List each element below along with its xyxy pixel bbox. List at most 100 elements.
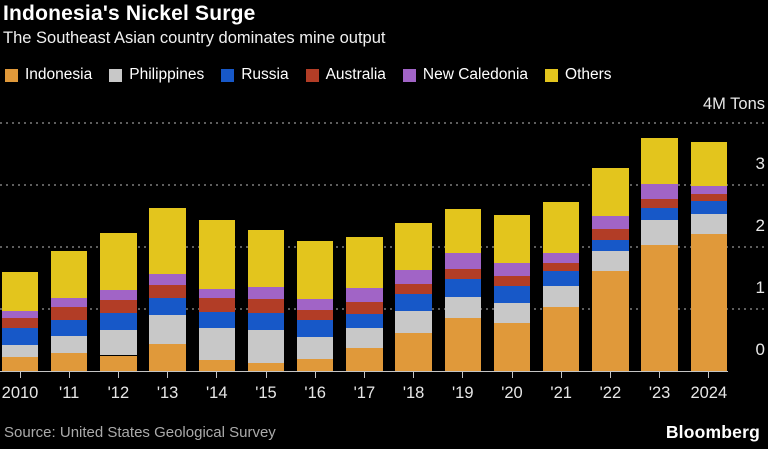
bar-segment-russia xyxy=(50,319,88,336)
bar-segment-australia xyxy=(1,318,39,328)
bar-segment-others xyxy=(493,215,531,264)
legend-swatch-icon xyxy=(221,68,235,82)
bar-segment-others xyxy=(542,201,580,253)
bar-segment-philippines xyxy=(592,251,629,272)
y-axis-label-0: 0 xyxy=(755,340,765,359)
bar-segment-new-caledonia xyxy=(592,216,629,230)
bar-segment-indonesia xyxy=(149,343,186,371)
bar-segment-indonesia xyxy=(493,323,531,371)
x-axis-label-18: '18 xyxy=(402,384,425,402)
bar-segment-russia xyxy=(198,312,236,329)
bar-segment-philippines xyxy=(247,330,285,363)
bar-segment-others xyxy=(149,207,186,275)
legend-swatch-icon xyxy=(545,68,559,82)
legend: Indonesia Philippines Russia Australia New C… xyxy=(5,66,612,84)
legend-item-australia: Australia xyxy=(305,66,386,84)
x-axis-label-2010: 2010 xyxy=(1,384,39,402)
x-axis-label-15: '15 xyxy=(255,384,277,402)
bar-segment-indonesia xyxy=(444,318,482,371)
bar-segment-australia xyxy=(50,307,88,320)
bar-segment-new-caledonia xyxy=(493,263,531,276)
bar-segment-philippines xyxy=(1,344,39,357)
x-axis-label-20: '20 xyxy=(501,384,523,402)
y-axis-unit-label: 4M Tons xyxy=(702,95,765,113)
bar-segment-russia xyxy=(100,313,137,331)
bar-segment-russia xyxy=(493,286,531,303)
bar-segment-philippines xyxy=(542,286,580,307)
bar-segment-russia xyxy=(1,327,39,345)
bar-segment-russia xyxy=(149,297,186,315)
legend-item-others: Others xyxy=(545,66,612,84)
legend-swatch-icon xyxy=(305,68,319,82)
bar-segment-russia xyxy=(346,313,383,328)
bar-segment-russia xyxy=(592,239,629,252)
bar-segment-russia xyxy=(690,201,728,214)
x-axis-tick xyxy=(314,372,316,378)
bar-segment-others xyxy=(395,222,432,270)
legend-label: Russia xyxy=(241,66,289,83)
x-axis-tick xyxy=(413,372,415,378)
page-subtitle: The Southeast Asian country dominates mi… xyxy=(3,29,386,47)
bar-segment-others xyxy=(50,250,88,299)
x-axis-tick xyxy=(363,372,365,378)
source-credit: Source: United States Geological Survey xyxy=(4,424,276,441)
x-axis-label-11: '11 xyxy=(59,384,80,402)
x-axis-tick xyxy=(68,372,70,378)
legend-swatch-icon xyxy=(5,68,18,82)
x-axis-tick xyxy=(167,372,169,378)
bar-segment-new-caledonia xyxy=(346,287,383,303)
x-axis-tick xyxy=(708,372,710,378)
bar-segment-australia xyxy=(395,283,432,295)
bar-segment-new-caledonia xyxy=(1,310,39,319)
bar-segment-australia xyxy=(296,309,334,321)
bar-segment-russia xyxy=(641,207,678,220)
bar-segment-new-caledonia xyxy=(542,252,580,264)
bar-segment-australia xyxy=(493,275,531,287)
bar-segment-indonesia xyxy=(1,356,39,371)
x-axis-label-22: '22 xyxy=(599,384,622,402)
bar-segment-philippines xyxy=(100,330,137,356)
x-axis-label-19: '19 xyxy=(452,384,474,402)
bar-segment-others xyxy=(346,237,383,288)
bar-segment-others xyxy=(690,141,728,186)
bar-segment-others xyxy=(247,229,285,288)
grid-line-1 xyxy=(0,308,768,310)
bar-segment-indonesia xyxy=(542,306,580,371)
bar-segment-australia xyxy=(641,198,678,208)
x-axis-label-16: '16 xyxy=(304,384,326,402)
bar-segment-philippines xyxy=(346,327,383,349)
bar-segment-indonesia xyxy=(592,271,629,371)
x-axis-tick xyxy=(511,372,513,378)
y-axis-label-1: 1 xyxy=(755,278,765,297)
x-axis-tick xyxy=(19,372,21,378)
bar-segment-indonesia xyxy=(690,233,728,371)
bar-segment-russia xyxy=(444,279,482,297)
bar-segment-russia xyxy=(395,294,432,311)
bar-segment-new-caledonia xyxy=(100,289,137,300)
bar-segment-new-caledonia xyxy=(690,185,728,194)
bar-segment-indonesia xyxy=(100,355,137,371)
legend-item-new-caledonia: New Caledonia xyxy=(402,66,528,84)
legend-swatch-icon xyxy=(402,68,416,82)
bar-segment-australia xyxy=(100,299,137,314)
grid-line-3 xyxy=(0,184,768,186)
bar-segment-russia xyxy=(247,312,285,331)
x-axis-label-21: '21 xyxy=(550,384,572,402)
bar-segment-russia xyxy=(296,320,334,337)
bar-segment-others xyxy=(1,272,39,311)
bar-segment-new-caledonia xyxy=(395,269,432,284)
bar-segment-australia xyxy=(149,284,186,298)
legend-label: Others xyxy=(565,66,612,83)
bar-segment-indonesia xyxy=(346,348,383,371)
bar-segment-australia xyxy=(198,298,236,313)
bar-segment-new-caledonia xyxy=(198,288,236,299)
x-axis-tick xyxy=(117,372,119,378)
x-axis-label-2024: 2024 xyxy=(690,384,728,402)
bar-segment-indonesia xyxy=(247,362,285,371)
legend-item-philippines: Philippines xyxy=(109,66,204,84)
bar-segment-new-caledonia xyxy=(444,253,482,270)
bar-segment-philippines xyxy=(50,335,88,354)
bar-segment-indonesia xyxy=(641,245,678,371)
